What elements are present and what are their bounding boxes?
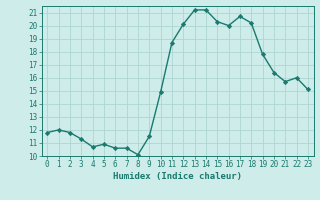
X-axis label: Humidex (Indice chaleur): Humidex (Indice chaleur) (113, 172, 242, 181)
